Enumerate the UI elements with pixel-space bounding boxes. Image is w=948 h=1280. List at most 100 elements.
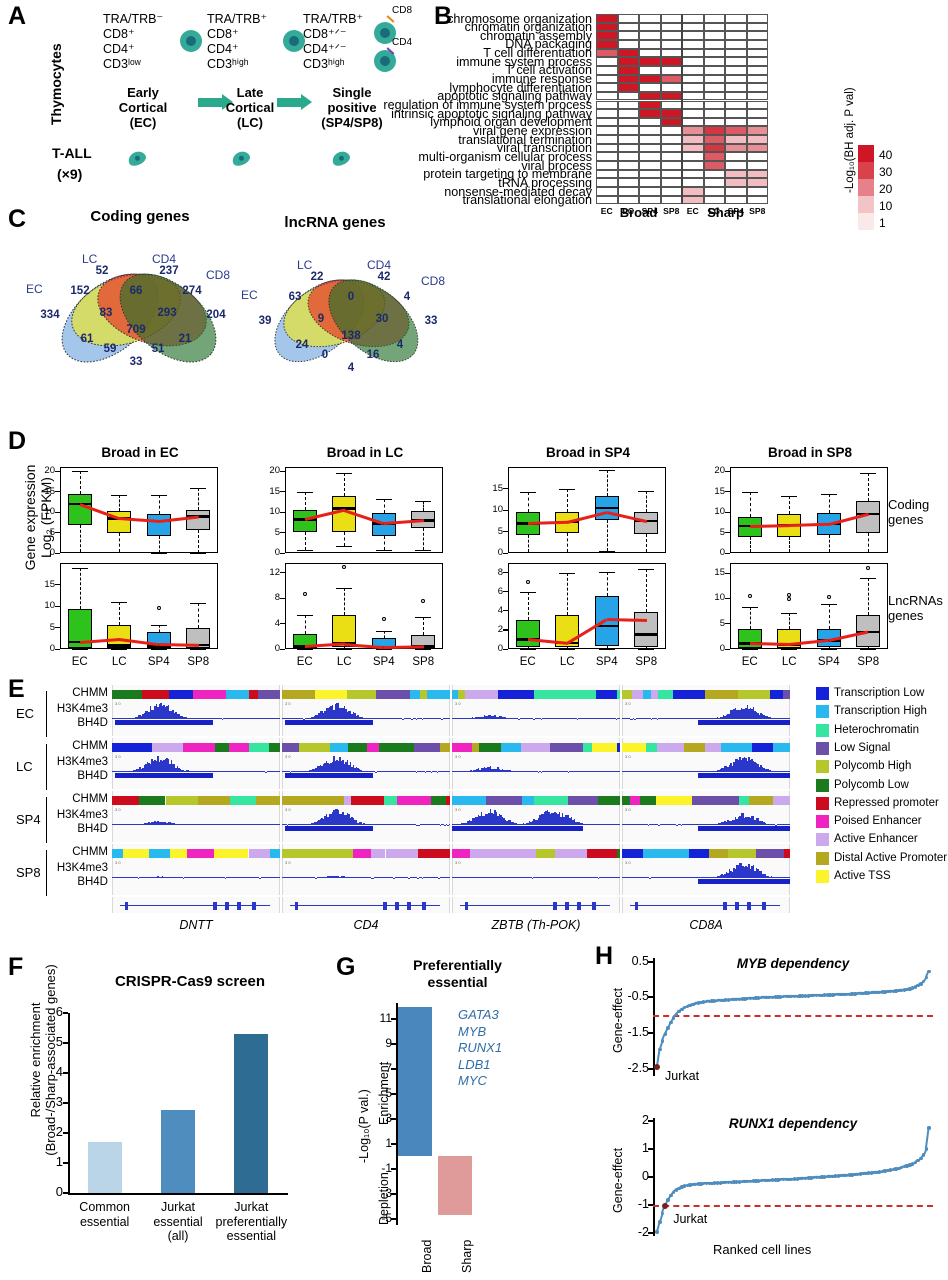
signal-bar — [785, 770, 788, 772]
signal-bar — [223, 876, 225, 878]
signal-bar — [585, 876, 588, 878]
signal-bar — [136, 716, 138, 719]
signal-bar — [603, 770, 606, 772]
signal-bar — [573, 771, 576, 772]
signal-bar — [316, 714, 319, 719]
signal-bar — [673, 718, 675, 719]
signal-bar — [328, 876, 331, 878]
heatmap-cell — [639, 143, 661, 153]
chmm-segment — [112, 743, 126, 752]
signal-bar — [260, 823, 263, 825]
signal-bar — [298, 876, 301, 878]
signal-bar — [485, 768, 487, 772]
signal-bar — [157, 876, 159, 878]
signal-bar — [381, 824, 383, 825]
panel-g-ylabel: -Log₁₀(P val.) — [357, 1089, 371, 1163]
heatmap-cell — [617, 100, 639, 110]
signal-bar — [470, 770, 472, 772]
signal-bar — [485, 876, 487, 878]
signal-bar — [438, 718, 440, 719]
signal-bar — [543, 811, 546, 825]
heatmap-cell — [639, 161, 661, 170]
signal-bar — [396, 770, 398, 772]
axis-tick-label: 0 — [274, 643, 280, 654]
box — [737, 628, 762, 648]
signal-bar — [429, 717, 431, 719]
signal-bar — [462, 877, 465, 878]
signal-bar — [297, 718, 299, 719]
signal-bar — [707, 823, 710, 825]
go-term-label: viral transcription — [496, 141, 592, 156]
heatmap-cell — [703, 65, 725, 75]
signal-bar — [366, 770, 368, 772]
signal-bar — [775, 877, 777, 878]
box — [332, 615, 357, 648]
signal-bar — [158, 821, 161, 825]
signal-bar — [752, 816, 755, 825]
signal-bar — [676, 718, 678, 719]
whisker-cap — [781, 551, 798, 553]
signal-bar — [788, 770, 791, 772]
signal-bar — [355, 876, 358, 878]
signal-bar — [494, 809, 496, 825]
signal-bar — [423, 717, 425, 719]
signal-bar — [566, 814, 568, 825]
signal-bar — [739, 815, 741, 825]
chart-title: Broad in SP8 — [767, 445, 853, 460]
gene-exon — [124, 901, 128, 910]
signal-bar — [533, 818, 535, 825]
heatmap-cell — [596, 14, 618, 23]
signal-bar — [703, 876, 705, 878]
venn-set-label: CD8 — [206, 268, 231, 282]
signal-bar — [238, 718, 240, 719]
signal-bar — [327, 817, 329, 825]
signal-bar — [503, 769, 505, 772]
signal-bar — [643, 718, 645, 719]
signal-bar — [176, 823, 179, 825]
signal-bar — [785, 824, 788, 825]
box — [555, 614, 580, 648]
signal-bar — [417, 771, 419, 772]
gene-myc: MYC — [458, 1073, 487, 1088]
signal-bar — [402, 718, 404, 719]
signal-bar — [262, 718, 264, 719]
signal-scale: 3 0 — [455, 754, 461, 759]
chmm-segment — [420, 690, 427, 699]
signal-bar — [137, 823, 140, 825]
signal-bar — [384, 877, 386, 878]
signal-bar — [214, 876, 216, 878]
signal-bar — [145, 763, 147, 772]
signal-bar — [351, 767, 353, 772]
signal-bar — [599, 823, 601, 825]
signal-bar — [248, 770, 251, 772]
signal-bar — [277, 770, 279, 772]
signal-bar — [707, 771, 710, 772]
signal-bar — [716, 823, 719, 825]
signal-bar — [447, 771, 449, 772]
signal-bar — [591, 824, 594, 825]
signal-bar — [622, 718, 624, 719]
x-category-label: SP4 — [595, 656, 618, 668]
chmm-segment — [683, 743, 705, 752]
chart-title-1: RUNX1 dependency — [728, 1116, 858, 1131]
signal-bar — [137, 769, 140, 772]
gene-exon — [383, 901, 387, 910]
signal-bar — [655, 771, 657, 772]
box — [515, 620, 540, 648]
signal-bar — [659, 717, 662, 719]
signal-bar — [721, 874, 723, 878]
signal-bar — [524, 718, 526, 719]
signal-bar — [215, 876, 218, 878]
signal-bar — [482, 816, 484, 825]
whisker-cap — [111, 494, 128, 496]
signal-bar — [181, 823, 183, 825]
signal-bar — [375, 717, 377, 719]
signal-bar — [458, 717, 460, 719]
track-label-h3k4me3: H3K4me3 — [56, 756, 108, 768]
chmm-track — [112, 743, 280, 752]
signal-bar — [423, 823, 425, 825]
signal-bar — [515, 718, 517, 719]
signal-bar — [501, 769, 504, 772]
whisker-upper — [749, 491, 751, 517]
signal-bar — [163, 759, 165, 772]
